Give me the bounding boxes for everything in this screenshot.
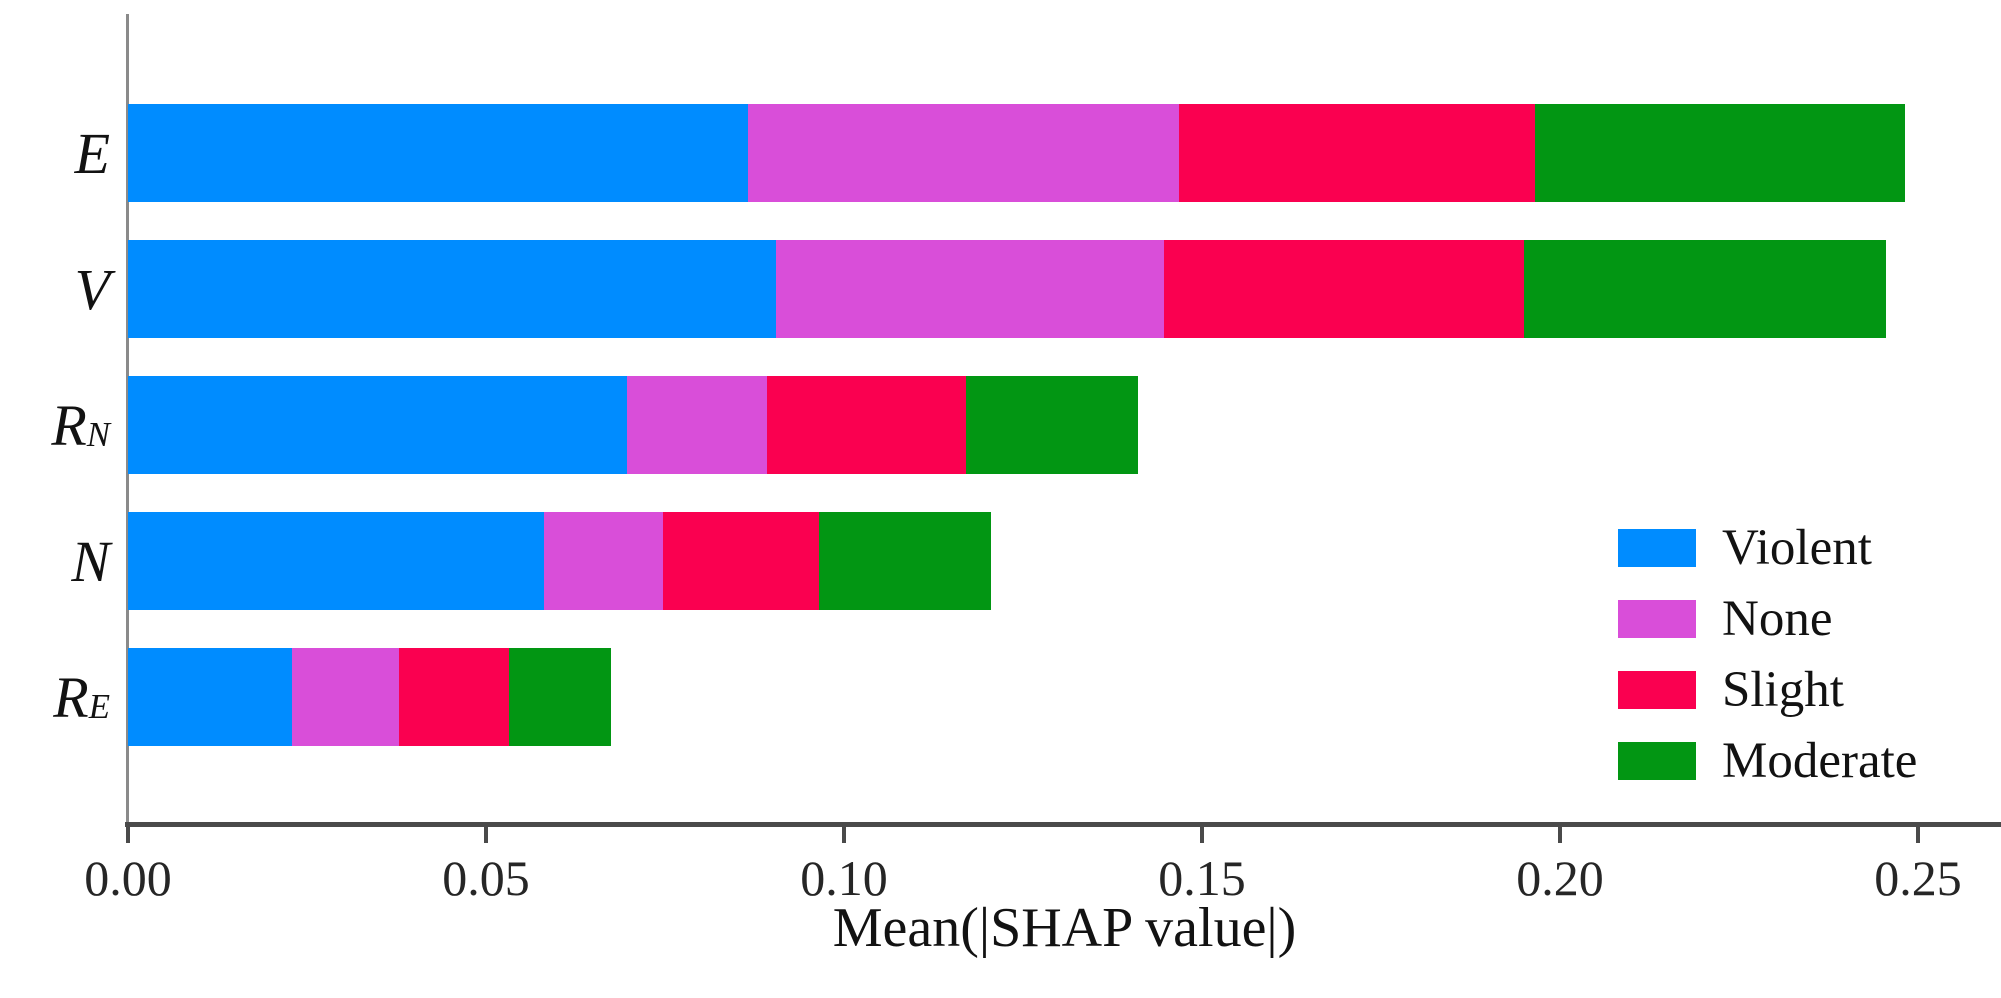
y-tick-label-main: V — [74, 256, 110, 322]
x-tick-label-0.05: 0.05 — [442, 850, 530, 906]
bar-segment-RE-violent — [128, 648, 292, 746]
bar-segment-RE-slight — [399, 648, 509, 746]
legend-row-moderate: Moderate — [1618, 725, 1917, 796]
y-tick-label-main: E — [74, 120, 110, 186]
legend-row-none: None — [1618, 583, 1917, 654]
x-axis-title: Mean(|SHAP value|) — [832, 897, 1297, 959]
legend: Violent None Slight Moderate — [1618, 512, 1917, 796]
x-tick-mark-0.05 — [484, 825, 488, 843]
x-tick-label-0.25: 0.25 — [1874, 850, 1962, 906]
y-tick-label-N: N — [0, 519, 110, 603]
bar-segment-E-slight — [1179, 104, 1535, 202]
y-tick-label-E: E — [0, 111, 110, 195]
bar-segment-RN-slight — [767, 376, 966, 474]
bar-row-N — [128, 512, 991, 610]
x-tick-label-0.10: 0.10 — [800, 850, 888, 906]
x-tick-label-0.00: 0.00 — [84, 850, 172, 906]
legend-label-moderate: Moderate — [1722, 732, 1918, 789]
x-tick-mark-0.25 — [1916, 825, 1920, 843]
bar-segment-N-moderate — [818, 512, 991, 610]
legend-label-violent: Violent — [1722, 519, 1872, 576]
bar-segment-V-none — [775, 240, 1165, 338]
x-tick-mark-0.00 — [126, 825, 130, 843]
bar-segment-N-slight — [662, 512, 819, 610]
legend-swatch-none — [1618, 599, 1696, 638]
legend-swatch-moderate — [1618, 741, 1696, 780]
bar-segment-RN-violent — [128, 376, 628, 474]
legend-swatch-violent — [1618, 528, 1696, 567]
legend-swatch-slight — [1618, 670, 1696, 709]
bar-segment-E-moderate — [1534, 104, 1906, 202]
bar-row-RN — [128, 376, 1138, 474]
bar-segment-N-violent — [128, 512, 544, 610]
bar-segment-E-none — [748, 104, 1180, 202]
legend-row-violent: Violent — [1618, 512, 1917, 583]
y-tick-label-main: R — [51, 392, 87, 458]
legend-label-slight: Slight — [1722, 661, 1844, 718]
x-tick-mark-0.20 — [1558, 825, 1562, 843]
legend-label-none: None — [1722, 590, 1833, 647]
y-tick-label-subscript: N — [86, 414, 110, 454]
y-tick-label-main: N — [71, 528, 110, 594]
bar-segment-RN-none — [627, 376, 768, 474]
bar-segment-N-none — [543, 512, 663, 610]
x-tick-label-0.15: 0.15 — [1158, 850, 1246, 906]
bar-segment-RE-none — [291, 648, 400, 746]
bar-segment-V-moderate — [1524, 240, 1886, 338]
bar-segment-V-slight — [1164, 240, 1525, 338]
y-tick-label-V: V — [0, 247, 110, 331]
y-tick-label-main: R — [53, 664, 89, 730]
legend-row-slight: Slight — [1618, 654, 1917, 725]
x-axis-line — [125, 822, 2001, 827]
bar-row-E — [128, 104, 1906, 202]
bar-segment-E-violent — [128, 104, 749, 202]
x-tick-label-0.20: 0.20 — [1516, 850, 1604, 906]
y-tick-label-subscript: E — [88, 686, 110, 726]
bar-segment-RN-moderate — [965, 376, 1138, 474]
y-axis-spine — [126, 14, 129, 827]
bar-segment-V-violent — [128, 240, 776, 338]
x-tick-mark-0.15 — [1200, 825, 1204, 843]
bar-row-V — [128, 240, 1886, 338]
bar-row-RE — [128, 648, 612, 746]
bar-segment-RE-moderate — [508, 648, 612, 746]
x-tick-mark-0.10 — [842, 825, 846, 843]
